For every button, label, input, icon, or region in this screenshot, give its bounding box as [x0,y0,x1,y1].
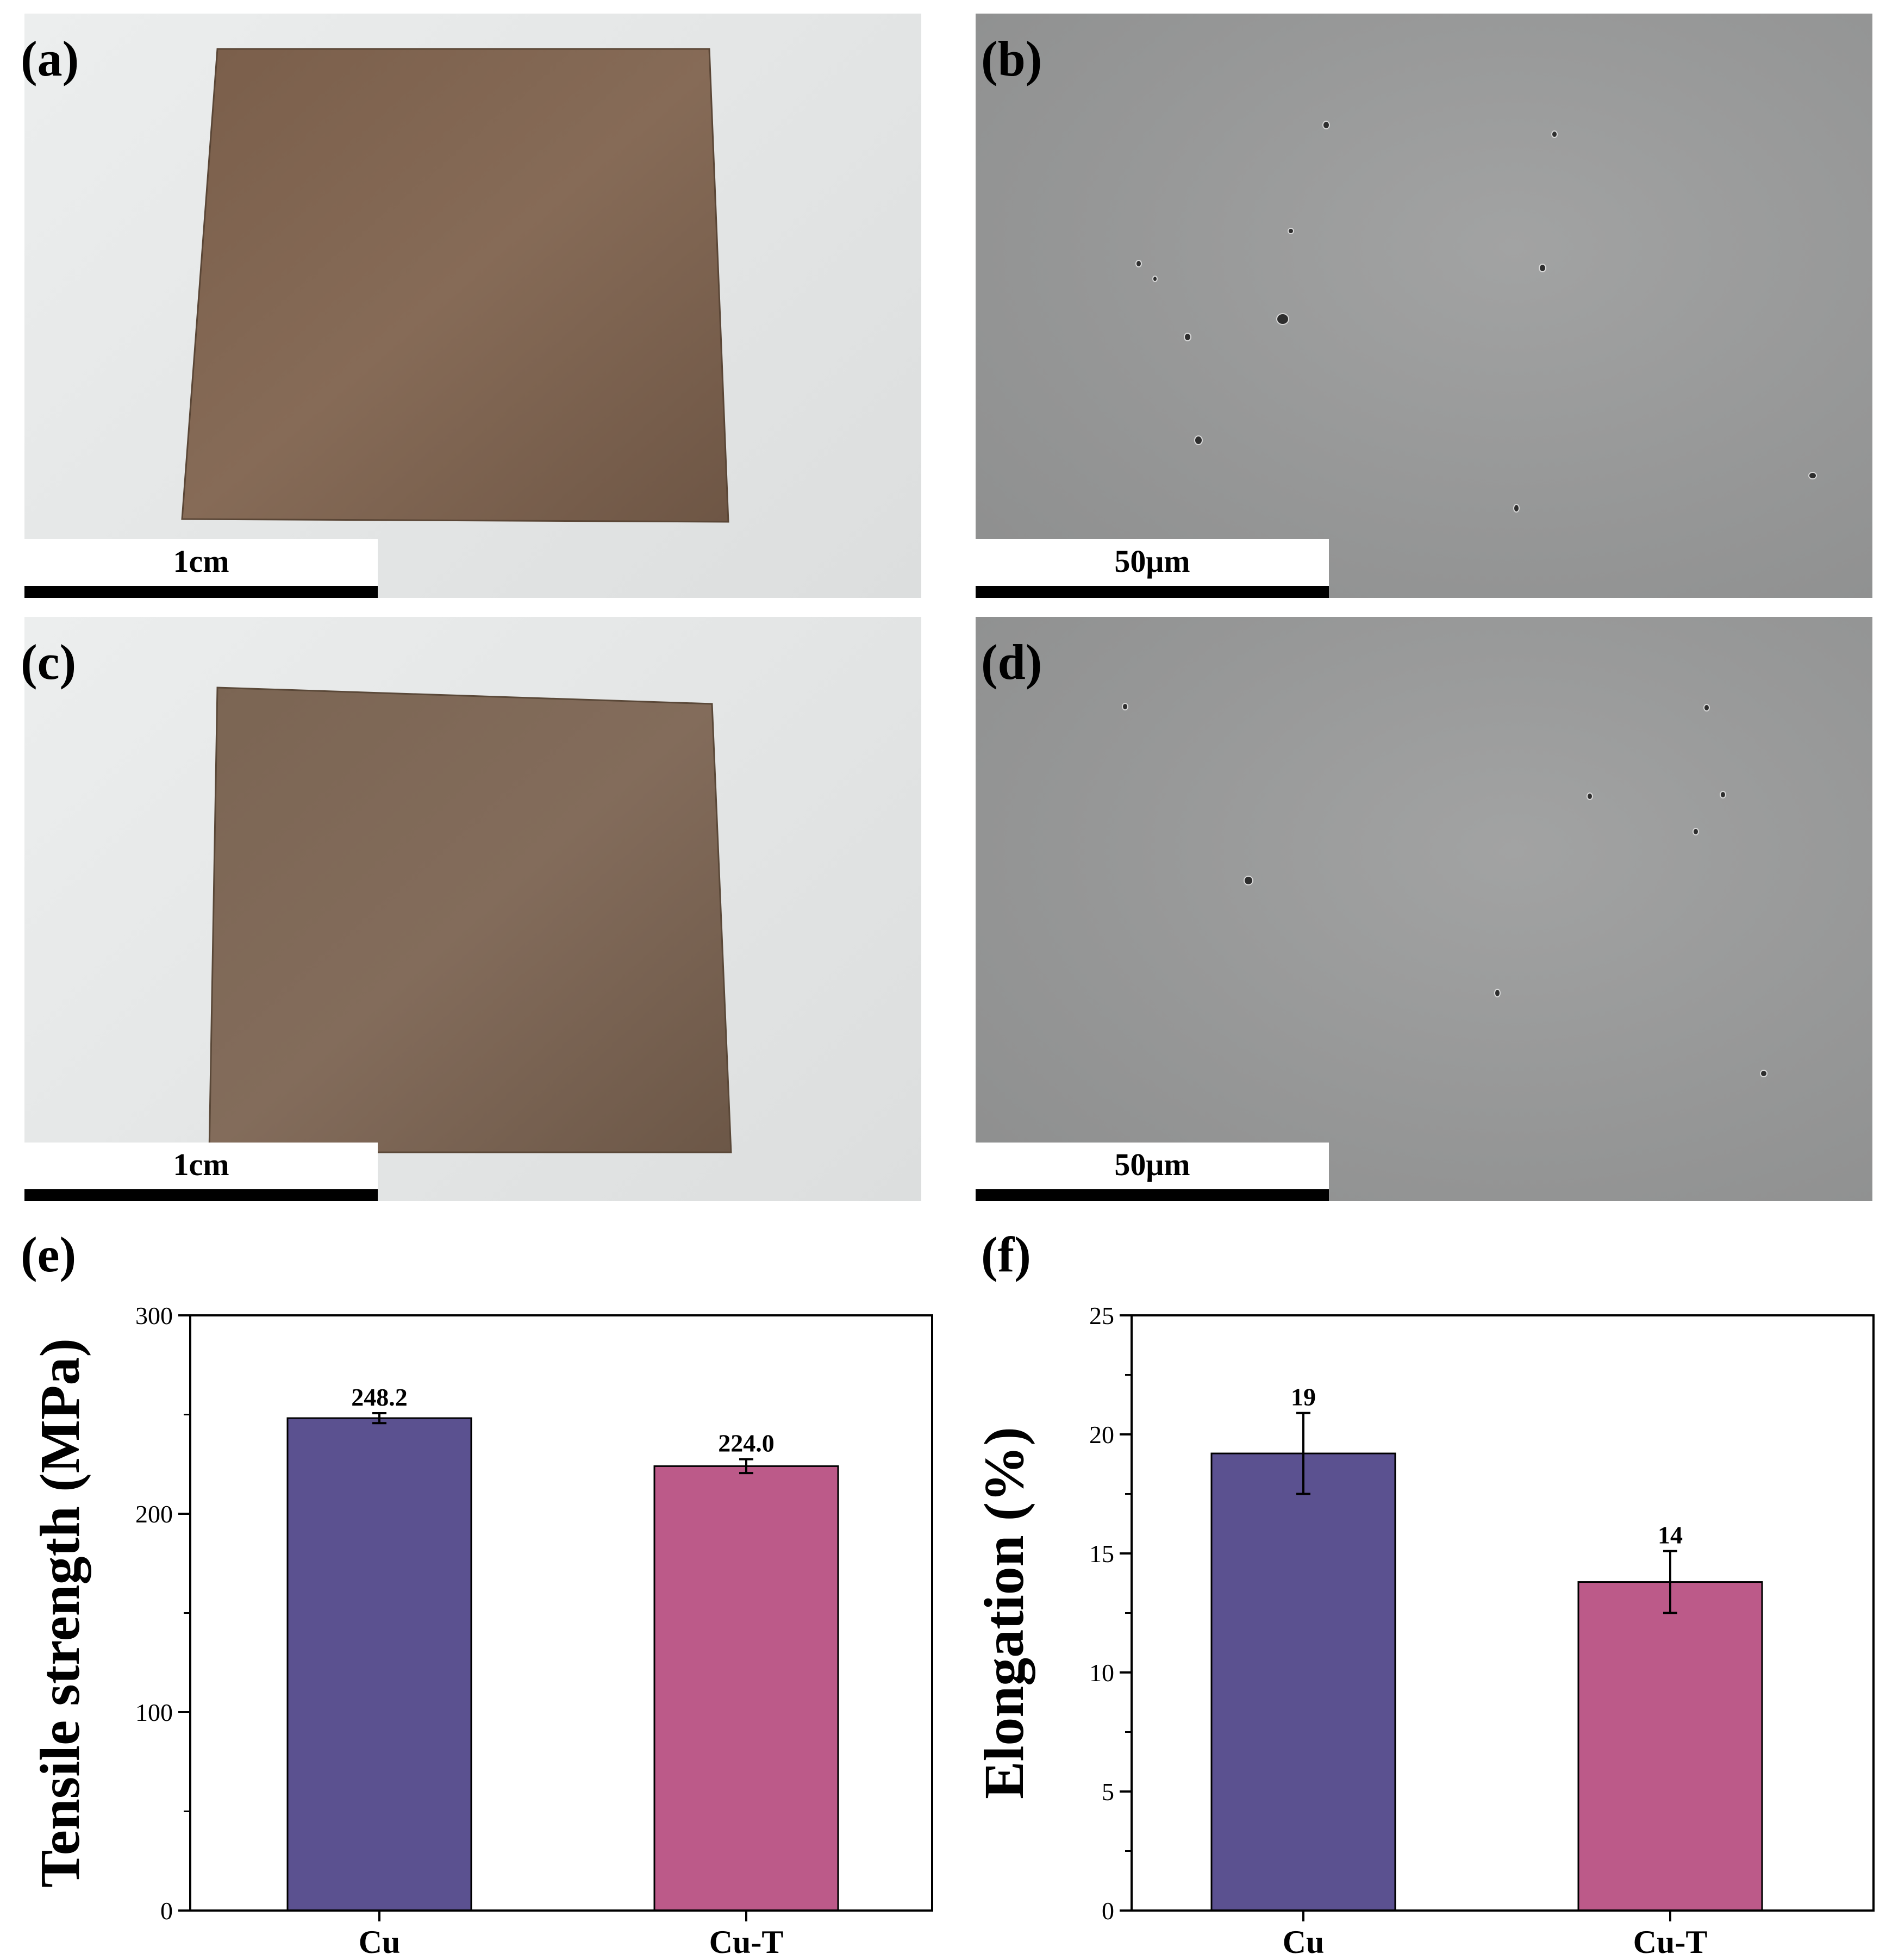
panel-label-c: (c) [21,634,77,690]
data-label: 224.0 [718,1430,775,1457]
scalebar-a: 1cm [24,539,378,598]
y-tick-label: 5 [1102,1778,1114,1806]
data-label: 19 [1291,1383,1316,1411]
bar-cu [286,1417,472,1912]
panel-label-e: (e) [21,1227,77,1282]
bar-cu-t [1577,1581,1763,1912]
elongation-chart: 19 14 0 5 10 15 20 25 Cu Cu-T Elongation (%) [973,1302,1875,1960]
y-tick-label: 200 [135,1500,173,1528]
y-axis-label: Tensile strength (MPa) [29,1338,91,1888]
tensile-strength-chart: 248.2 224.0 0 100 200 300 Cu Cu-T Tensile streng… [29,1302,933,1960]
scalebar-label: 1cm [173,1147,229,1182]
y-tick-label: 100 [135,1699,173,1726]
data-label: 14 [1658,1521,1683,1549]
panel-label-f: (f) [981,1227,1031,1282]
x-tick-label: Cu-T [709,1924,784,1960]
y-tick-label: 0 [160,1897,173,1925]
panel-label-a: (a) [21,31,79,86]
copper-foil-c [208,686,732,1153]
panel-a-photo: 1cm [24,14,921,598]
copper-foil-a [181,48,729,523]
scalebar-label: 50μm [1114,544,1190,579]
y-tick-label: 15 [1089,1540,1114,1568]
y-tick-label: 20 [1089,1421,1114,1449]
x-tick-label: Cu-T [1633,1924,1708,1960]
bar-cu [1210,1452,1396,1912]
y-tick-label: 0 [1102,1897,1114,1925]
x-tick-label: Cu [1283,1924,1325,1960]
panel-b-sem-image: 50μm [976,14,1872,598]
y-tick-label: 10 [1089,1659,1114,1687]
sem-pits-b [1135,121,1817,513]
data-label: 248.2 [351,1383,408,1411]
scalebar-label: 50μm [1114,1147,1190,1182]
x-tick-label: Cu [359,1924,401,1960]
scalebar-label: 1cm [173,544,229,579]
panel-c-photo: 1cm [24,617,921,1201]
panel-label-b: (b) [981,31,1042,86]
scalebar-d: 50μm [976,1143,1329,1201]
scalebar-b: 50μm [976,539,1329,598]
y-axis-label: Elongation (%) [973,1427,1035,1799]
bar-cu-t [653,1465,839,1912]
scalebar-c: 1cm [24,1143,378,1201]
y-tick-label: 300 [135,1302,173,1329]
y-tick-label: 25 [1089,1302,1114,1329]
panel-label-d: (d) [981,634,1042,690]
sem-pits-d [1122,703,1768,1077]
panel-d-sem-image: 50μm [976,617,1872,1201]
